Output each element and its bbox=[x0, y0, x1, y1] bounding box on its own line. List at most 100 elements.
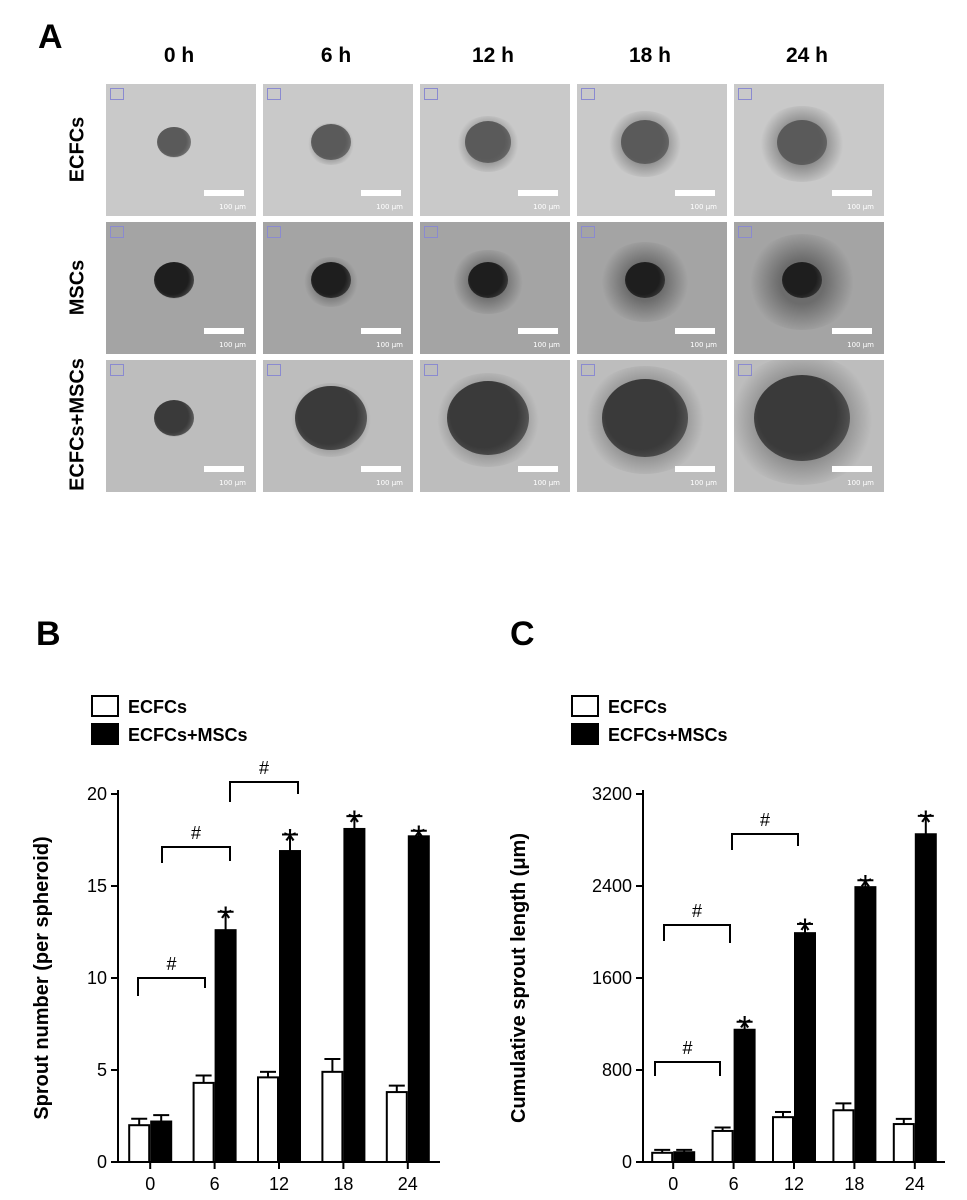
significance-star: * bbox=[738, 1010, 751, 1048]
micrograph-ecfcs-mscs-24h: 100 μm bbox=[734, 360, 884, 492]
micrograph-mscs-12h: 100 μm bbox=[420, 222, 570, 354]
y-axis-label: Cumulative sprout length (μm) bbox=[508, 833, 530, 1123]
significance-star: * bbox=[798, 912, 811, 950]
comparison-bracket bbox=[731, 833, 799, 850]
legend-swatch-ecfcs-mscs bbox=[91, 723, 119, 745]
image-corner-marker bbox=[110, 88, 124, 100]
image-corner-marker bbox=[738, 88, 752, 100]
significance-star: * bbox=[348, 804, 361, 842]
spheroid bbox=[621, 120, 669, 164]
micrograph-mscs-24h: 100 μm bbox=[734, 222, 884, 354]
scale-bar-label: 100 μm bbox=[847, 341, 874, 349]
bracket-hash-label: # bbox=[682, 1038, 692, 1058]
significance-star: * bbox=[919, 804, 932, 842]
scale-bar bbox=[204, 328, 244, 334]
micrograph-ecfcs-mscs-0h: 100 μm bbox=[106, 360, 256, 492]
time-label-24h: 24 h bbox=[785, 44, 829, 67]
significance-star: * bbox=[283, 822, 296, 860]
bar-ecfcs-12 bbox=[257, 1076, 279, 1163]
panel-b-letter: B bbox=[36, 615, 61, 653]
legend-label-ecfcs: ECFCs bbox=[608, 697, 667, 717]
significance-star: * bbox=[859, 868, 872, 906]
row-label-ecfcs-mscs: ECFCs+MSCs bbox=[66, 358, 89, 491]
bar-ecfcs-6 bbox=[711, 1129, 734, 1164]
spheroid bbox=[468, 262, 508, 298]
bar-ecfcs-mscs-6 bbox=[733, 1028, 756, 1163]
micrograph-ecfcs-24h: 100 μm bbox=[734, 84, 884, 216]
x-tick-label: 24 bbox=[398, 1174, 418, 1194]
scale-bar bbox=[832, 328, 872, 334]
scale-bar-label: 100 μm bbox=[847, 479, 874, 487]
spheroid bbox=[782, 262, 822, 298]
image-corner-marker bbox=[110, 364, 124, 376]
scale-bar bbox=[518, 328, 558, 334]
image-corner-marker bbox=[738, 364, 752, 376]
bar-ecfcs-0 bbox=[651, 1151, 674, 1163]
scale-bar-label: 100 μm bbox=[533, 341, 560, 349]
image-corner-marker bbox=[267, 364, 281, 376]
image-corner-marker bbox=[267, 226, 281, 238]
micrograph-ecfcs-6h: 100 μm bbox=[263, 84, 413, 216]
micrograph-ecfcs-mscs-18h: 100 μm bbox=[577, 360, 727, 492]
x-tick-label: 0 bbox=[668, 1174, 678, 1194]
bracket-hash-label: # bbox=[760, 810, 770, 830]
comparison-bracket bbox=[137, 977, 206, 996]
bar-ecfcs-mscs-24 bbox=[914, 833, 937, 1163]
y-tick-label: 1600 bbox=[592, 968, 632, 988]
y-tick-label: 0 bbox=[622, 1152, 632, 1172]
y-tick-label: 0 bbox=[97, 1152, 107, 1172]
scale-bar-label: 100 μm bbox=[376, 203, 403, 211]
comparison-bracket bbox=[663, 924, 731, 943]
micrograph-mscs-0h: 100 μm bbox=[106, 222, 256, 354]
bar-ecfcs-mscs-0 bbox=[673, 1151, 696, 1164]
scale-bar bbox=[675, 466, 715, 472]
bar-ecfcs-18 bbox=[832, 1109, 855, 1163]
scale-bar-label: 100 μm bbox=[376, 341, 403, 349]
x-tick-label: 12 bbox=[784, 1174, 804, 1194]
spheroid bbox=[311, 124, 351, 160]
scale-bar-label: 100 μm bbox=[690, 341, 717, 349]
legend-label-ecfcs-mscs: ECFCs+MSCs bbox=[128, 725, 248, 745]
panel-a-letter: A bbox=[38, 18, 63, 56]
bar-ecfcs-24 bbox=[385, 1091, 408, 1163]
time-label-18h: 18 h bbox=[628, 44, 672, 67]
bracket-hash-label: # bbox=[692, 901, 702, 921]
bar-ecfcs-0 bbox=[128, 1124, 151, 1164]
spheroid bbox=[447, 381, 529, 455]
scale-bar bbox=[675, 190, 715, 196]
scale-bar bbox=[361, 466, 401, 472]
bar-ecfcs-mscs-18 bbox=[343, 827, 366, 1164]
y-tick-label: 20 bbox=[87, 784, 107, 804]
y-tick-label: 2400 bbox=[592, 876, 632, 896]
y-tick-label: 10 bbox=[87, 968, 107, 988]
image-corner-marker bbox=[424, 226, 438, 238]
image-corner-marker bbox=[581, 88, 595, 100]
spheroid bbox=[465, 121, 511, 163]
bar-ecfcs-24 bbox=[892, 1123, 915, 1163]
bar-ecfcs-6 bbox=[192, 1081, 215, 1164]
time-label-0h: 0 h bbox=[163, 44, 195, 67]
spheroid bbox=[777, 119, 827, 165]
bar-ecfcs-mscs-24 bbox=[407, 835, 430, 1163]
scale-bar-label: 100 μm bbox=[219, 341, 246, 349]
y-axis-label: Sprout number (per spheroid) bbox=[31, 836, 53, 1119]
y-tick-label: 5 bbox=[97, 1060, 107, 1080]
micrograph-ecfcs-0h: 100 μm bbox=[106, 84, 256, 216]
x-tick-label: 6 bbox=[729, 1174, 739, 1194]
bracket-hash-label: # bbox=[166, 954, 176, 974]
spheroid bbox=[157, 126, 191, 158]
scale-bar-label: 100 μm bbox=[376, 479, 403, 487]
bar-ecfcs-12 bbox=[772, 1116, 794, 1163]
scale-bar bbox=[832, 190, 872, 196]
scale-bar-label: 100 μm bbox=[847, 203, 874, 211]
significance-star: * bbox=[219, 900, 232, 938]
spheroid bbox=[311, 262, 351, 298]
scale-bar bbox=[361, 190, 401, 196]
time-label-6h: 6 h bbox=[320, 44, 352, 67]
legend-swatch-ecfcs bbox=[571, 695, 599, 717]
significance-star: * bbox=[412, 819, 425, 857]
scale-bar bbox=[361, 328, 401, 334]
micrograph-ecfcs-18h: 100 μm bbox=[577, 84, 727, 216]
legend-label-ecfcs-mscs: ECFCs+MSCs bbox=[608, 725, 728, 745]
bar-ecfcs-mscs-18 bbox=[854, 886, 877, 1163]
